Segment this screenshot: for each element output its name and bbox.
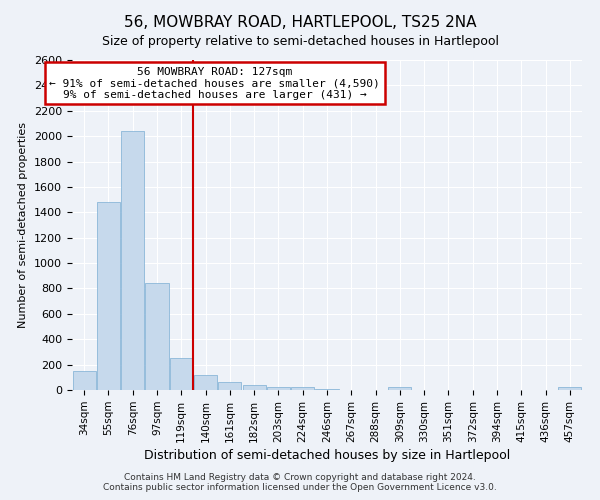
Bar [145,284,169,390]
Bar [267,387,290,390]
Bar [194,376,217,390]
Bar [170,358,193,390]
X-axis label: Distribution of semi-detached houses by size in Hartlepool: Distribution of semi-detached houses by … [144,449,510,462]
Bar [559,388,581,390]
Bar [242,385,266,390]
Text: 56, MOWBRAY ROAD, HARTLEPOOL, TS25 2NA: 56, MOWBRAY ROAD, HARTLEPOOL, TS25 2NA [124,15,476,30]
Text: Size of property relative to semi-detached houses in Hartlepool: Size of property relative to semi-detach… [101,35,499,48]
Bar [218,382,241,390]
Text: Contains HM Land Registry data © Crown copyright and database right 2024.
Contai: Contains HM Land Registry data © Crown c… [103,473,497,492]
Bar [97,202,120,390]
Bar [388,387,412,390]
Bar [291,388,314,390]
Y-axis label: Number of semi-detached properties: Number of semi-detached properties [19,122,28,328]
Bar [73,370,95,390]
Text: 56 MOWBRAY ROAD: 127sqm
← 91% of semi-detached houses are smaller (4,590)
9% of : 56 MOWBRAY ROAD: 127sqm ← 91% of semi-de… [49,66,380,100]
Bar [121,131,144,390]
